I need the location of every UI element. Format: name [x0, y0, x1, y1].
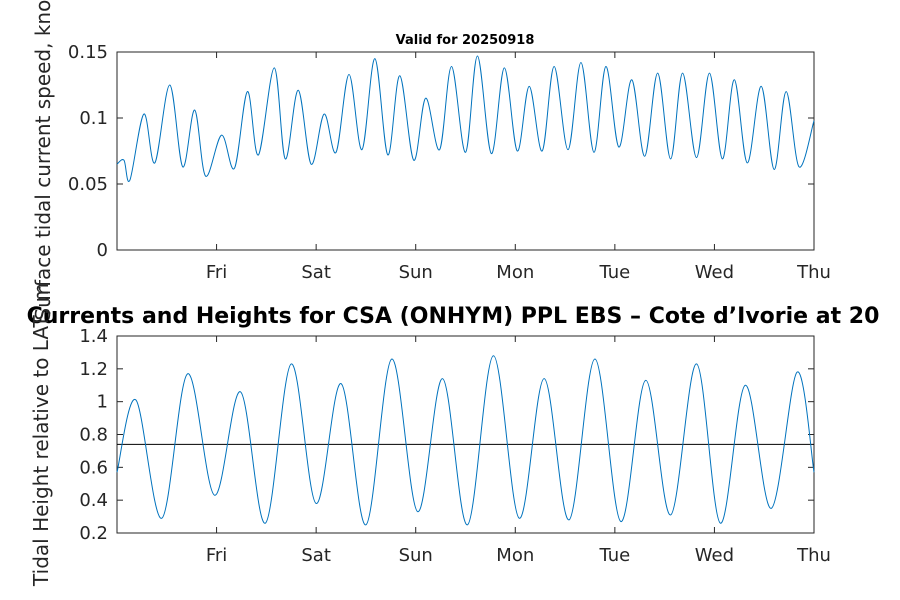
- bottom-y-tick-label: 0.6: [79, 457, 108, 478]
- top-x-tick-label: Mon: [496, 262, 534, 283]
- bottom-x-tick-label: Sun: [399, 545, 433, 566]
- bottom-x-tick-label: Thu: [796, 545, 831, 566]
- top-x-tick-label: Sun: [399, 262, 433, 283]
- top-y-tick-label: 0.05: [68, 174, 108, 195]
- top-x-tick-label: Wed: [695, 262, 734, 283]
- bottom-y-tick-label: 1: [97, 392, 108, 413]
- top-y-tick-label: 0.1: [79, 108, 108, 129]
- top-y-tick-label: 0.15: [68, 42, 108, 63]
- tidal-height-plot: Currents and Heights for CSA (ONHYM) PPL…: [27, 283, 880, 587]
- bottom-axes-box: [116, 335, 815, 534]
- bottom-x-tick-label: Fri: [206, 545, 227, 566]
- top-x-tick-label: Fri: [206, 262, 227, 283]
- top-x-tick-label: Tue: [598, 262, 630, 283]
- top-series-line: [116, 55, 815, 183]
- bottom-chart-title: Currents and Heights for CSA (ONHYM) PPL…: [27, 304, 880, 329]
- bottom-y-tick-label: 0.4: [79, 490, 108, 511]
- top-x-tick-label: Sat: [301, 262, 331, 283]
- bottom-x-tick-label: Sat: [301, 545, 331, 566]
- bottom-x-tick-label: Wed: [695, 545, 734, 566]
- bottom-y-tick-label: 0.8: [79, 425, 108, 446]
- bottom-y-tick-label: 0.2: [79, 523, 108, 544]
- bottom-y-tick-label: 1.4: [79, 326, 108, 347]
- top-x-tick-label: Thu: [796, 262, 831, 283]
- top-chart-title: Valid for 20250918: [396, 33, 535, 48]
- bottom-y-axis-label: Tidal Height relative to LAT, m: [29, 283, 53, 587]
- bottom-y-tick-label: 1.2: [79, 359, 108, 380]
- current-speed-plot: Valid for 20250918 Surface tidal current …: [31, 0, 831, 321]
- top-y-tick-label: 0: [97, 240, 108, 261]
- bottom-x-tick-label: Tue: [598, 545, 630, 566]
- bottom-series-line: [116, 355, 815, 526]
- bottom-x-tick-label: Mon: [496, 545, 534, 566]
- top-y-axis-label: Surface tidal current speed, knots: [31, 0, 55, 321]
- top-axes-box: [116, 51, 815, 251]
